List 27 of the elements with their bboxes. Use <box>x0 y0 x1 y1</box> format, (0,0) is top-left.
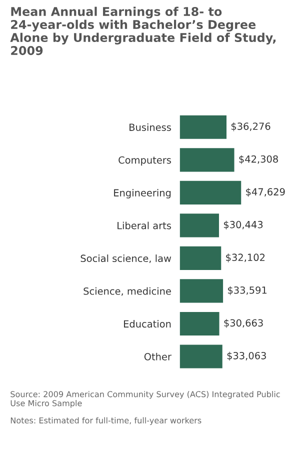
bar <box>180 180 242 204</box>
text: Notes: Estimated for full-time, full-year workers <box>10 417 202 425</box>
y-tick-label: Science, medicine <box>84 287 171 296</box>
bar <box>180 115 226 139</box>
data-label: $33,591 <box>228 286 267 296</box>
data-label: $42,308 <box>239 155 278 164</box>
data-label: $36,276 <box>231 122 270 132</box>
y-tick-label: Social science, law <box>80 254 172 264</box>
bar <box>180 148 234 172</box>
chart-title: Mean Annual Earnings of 18- to 24-year-olds with Bachelor’s Degree Alone by Undergraduate Field of Study, 2009 <box>10 6 276 56</box>
y-tick-label: Education <box>124 320 171 328</box>
y-tick-label: Business <box>130 123 171 131</box>
y-tick-label: Liberal arts <box>118 222 171 230</box>
source-note: Source: 2009 American Community Survey (ACS) Integrated Public Use Micro Sample <box>10 390 280 408</box>
y-tick-label: Other <box>144 352 172 360</box>
bar <box>180 279 224 303</box>
data-label: $30,663 <box>224 319 263 328</box>
y-tick-label: Engineering <box>114 188 171 198</box>
bar <box>180 344 222 368</box>
data-label: $47,629 <box>246 188 285 197</box>
y-tick-label: Computers <box>118 156 171 166</box>
data-label: $33,063 <box>227 352 266 361</box>
bar <box>180 246 222 270</box>
bar <box>180 214 219 238</box>
data-label: $30,443 <box>224 220 263 230</box>
bar <box>180 312 220 336</box>
data-label: $32,102 <box>226 254 265 262</box>
